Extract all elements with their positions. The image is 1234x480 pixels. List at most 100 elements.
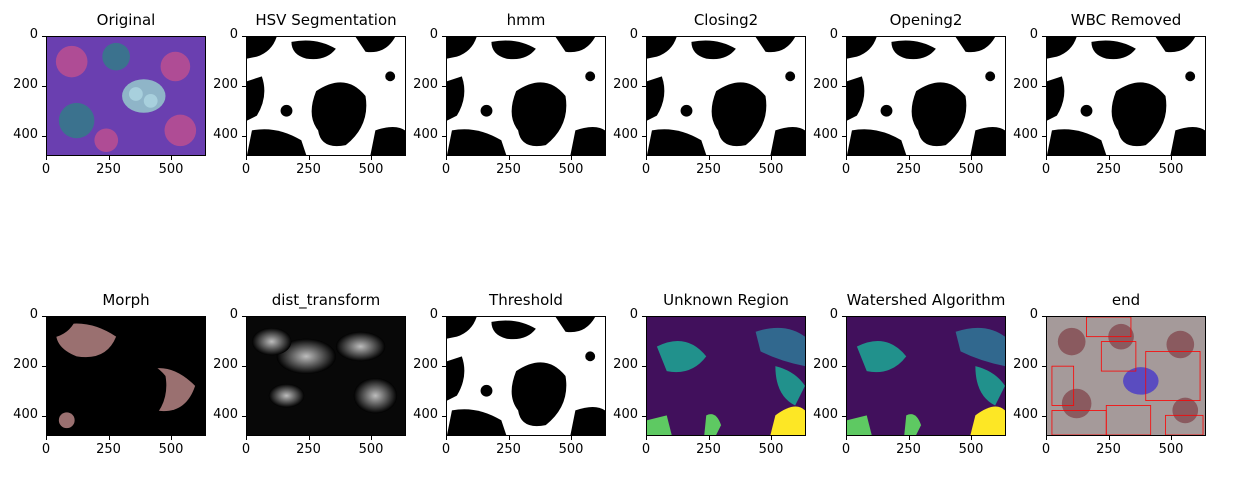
y-tick-label: 400 <box>613 127 638 142</box>
subplot-title: HSV Segmentation <box>255 11 397 29</box>
y-tick-mark <box>242 316 246 317</box>
y-tick-mark <box>642 366 646 367</box>
y-tick-label: 400 <box>13 127 38 142</box>
x-tick-mark <box>771 436 772 440</box>
subplot-image <box>846 316 1006 436</box>
y-tick-label: 200 <box>813 77 838 92</box>
x-tick-mark <box>246 436 247 440</box>
y-tick-label: 200 <box>213 357 238 372</box>
y-tick-mark <box>1042 36 1046 37</box>
x-tick-mark <box>1108 156 1110 160</box>
y-tick-mark <box>442 366 446 367</box>
x-tick-mark <box>771 156 772 160</box>
y-tick-label: 400 <box>213 127 238 142</box>
y-tick-label: 200 <box>813 357 838 372</box>
y-tick-label: 400 <box>613 407 638 422</box>
subplot-title: Watershed Algorithm <box>846 291 1006 309</box>
y-tick-label: 0 <box>29 27 38 42</box>
y-tick-mark <box>442 416 446 417</box>
x-tick-label: 0 <box>41 162 51 177</box>
y-tick-label: 400 <box>1013 407 1038 422</box>
y-tick-mark <box>242 416 246 417</box>
y-tick-mark <box>442 136 446 137</box>
x-tick-label: 0 <box>1041 162 1051 177</box>
subplot-image <box>46 316 206 436</box>
y-tick-mark <box>842 36 846 37</box>
y-tick-mark <box>42 86 46 87</box>
y-tick-mark <box>642 86 646 87</box>
subplot-title: Morph <box>102 291 150 309</box>
x-tick-mark <box>446 156 447 160</box>
x-tick-label: 0 <box>441 162 451 177</box>
y-tick-label: 200 <box>13 357 38 372</box>
y-tick-mark <box>42 416 46 417</box>
y-tick-label: 400 <box>13 407 38 422</box>
y-tick-label: 400 <box>813 407 838 422</box>
y-tick-label: 0 <box>829 307 838 322</box>
x-tick-mark <box>846 156 847 160</box>
x-tick-label: 500 <box>358 162 384 177</box>
x-tick-label: 250 <box>496 162 521 177</box>
y-tick-label: 0 <box>429 27 438 42</box>
x-tick-mark <box>446 436 447 440</box>
y-tick-mark <box>242 366 246 367</box>
subplot-title: end <box>1111 291 1141 309</box>
x-tick-mark <box>1046 156 1047 160</box>
y-tick-mark <box>642 316 646 317</box>
subplot-title: hmm <box>506 11 546 29</box>
y-tick-label: 0 <box>629 307 638 322</box>
y-tick-mark <box>242 136 246 137</box>
subplot-title: Unknown Region <box>663 291 789 309</box>
y-tick-label: 200 <box>613 357 638 372</box>
subplot-image <box>1046 36 1206 156</box>
y-tick-label: 0 <box>1029 307 1038 322</box>
y-tick-label: 200 <box>213 77 238 92</box>
x-tick-mark <box>1046 436 1047 440</box>
y-tick-mark <box>442 86 446 87</box>
y-tick-label: 0 <box>1029 27 1038 42</box>
x-tick-mark <box>46 436 47 440</box>
x-tick-mark <box>46 156 47 160</box>
y-tick-label: 400 <box>413 407 438 422</box>
x-tick-label: 250 <box>496 442 521 457</box>
y-tick-label: 0 <box>429 307 438 322</box>
x-tick-mark <box>971 156 972 160</box>
y-tick-mark <box>842 366 846 367</box>
y-tick-label: 0 <box>829 27 838 42</box>
x-tick-mark <box>708 436 710 440</box>
x-tick-mark <box>108 156 110 160</box>
x-tick-label: 250 <box>1096 442 1121 457</box>
subplot-image <box>1046 316 1206 436</box>
y-tick-label: 200 <box>413 77 438 92</box>
y-tick-mark <box>42 316 46 317</box>
y-tick-mark <box>842 86 846 87</box>
x-tick-mark <box>308 436 310 440</box>
x-tick-mark <box>571 156 572 160</box>
y-tick-mark <box>242 36 246 37</box>
subplot-title: Threshold <box>489 291 563 309</box>
x-tick-label: 500 <box>958 162 984 177</box>
y-tick-mark <box>242 86 246 87</box>
subplot-image <box>246 36 406 156</box>
x-tick-mark <box>508 436 510 440</box>
subplot-image <box>246 316 406 436</box>
x-tick-label: 250 <box>296 442 321 457</box>
y-tick-mark <box>42 366 46 367</box>
y-tick-mark <box>642 36 646 37</box>
subplot-image <box>846 36 1006 156</box>
x-tick-label: 250 <box>696 442 721 457</box>
y-tick-label: 400 <box>1013 127 1038 142</box>
y-tick-mark <box>642 136 646 137</box>
y-tick-mark <box>442 36 446 37</box>
y-tick-label: 0 <box>229 307 238 322</box>
x-tick-mark <box>971 436 972 440</box>
x-tick-label: 0 <box>441 442 451 457</box>
y-tick-mark <box>642 416 646 417</box>
x-tick-mark <box>708 156 710 160</box>
y-tick-label: 0 <box>229 27 238 42</box>
y-tick-label: 0 <box>29 307 38 322</box>
x-tick-label: 0 <box>841 442 851 457</box>
y-tick-mark <box>42 36 46 37</box>
y-tick-mark <box>1042 86 1046 87</box>
y-tick-mark <box>1042 136 1046 137</box>
